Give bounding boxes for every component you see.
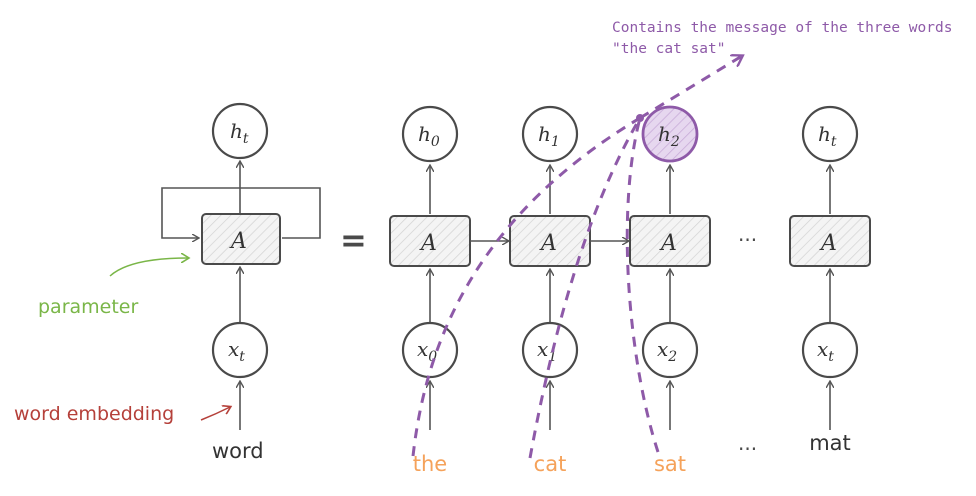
output-label-3: ht — [818, 122, 837, 150]
word-label-2: sat — [654, 452, 686, 476]
input-label-3: xt — [817, 337, 834, 365]
left-input-node — [211, 321, 269, 379]
parameter-label: parameter — [38, 296, 138, 318]
output-label-2: h2 — [658, 122, 680, 150]
input-label-2: x2 — [657, 337, 677, 365]
flow-from-the — [411, 116, 641, 457]
left-word-label: word — [212, 439, 264, 463]
ellipsis-bottom: ··· — [738, 437, 757, 461]
output-label-1: h1 — [538, 122, 560, 150]
annotation-line-1: Contains the message of the three words — [612, 20, 952, 36]
left-input-label: xt — [228, 337, 245, 365]
ellipsis-middle: ··· — [738, 228, 757, 252]
input-label-0: x0 — [417, 337, 437, 365]
output-node-1 — [521, 105, 579, 163]
information-flow — [411, 56, 742, 459]
input-node-3 — [801, 321, 859, 379]
rnn-step-0: h0 Ax0 the — [389, 105, 471, 476]
output-node-2 — [641, 105, 699, 163]
input-label-1: x1 — [537, 337, 557, 365]
flow-to-annotation — [639, 56, 742, 120]
output-label-0: h0 — [418, 122, 440, 150]
output-node-0 — [401, 105, 459, 163]
recurrent-loop-arrow — [161, 187, 321, 238]
word-label-0: the — [413, 452, 447, 476]
cell-label-1: A — [539, 231, 557, 256]
left-output-node — [211, 102, 269, 160]
cell-box-2 — [629, 215, 711, 267]
rnn-step-2: h2 Ax2 sat — [629, 105, 711, 476]
left-rnn-unit: ht A xt word parameter word embedding — [14, 102, 321, 463]
output-node-3 — [801, 105, 859, 163]
input-node-1 — [521, 321, 579, 379]
cell-label-2: A — [659, 231, 677, 256]
cell-label-3: A — [819, 231, 837, 256]
cell-box-3 — [789, 215, 871, 267]
input-node-2 — [641, 321, 699, 379]
parameter-pointer-arrow — [109, 258, 188, 277]
word-label-1: cat — [534, 452, 567, 476]
rnn-step-1: h1 Ax1 cat — [509, 105, 591, 476]
embedding-label: word embedding — [14, 403, 174, 425]
flow-from-sat — [625, 117, 660, 453]
flow-from-cat — [528, 117, 642, 459]
embedding-pointer-arrow — [200, 407, 230, 421]
left-cell-label: A — [229, 229, 247, 254]
unrolled-steps: h0 Ax0 the h1 Ax1 cat h2 Ax2 sat ht Axt mat — [389, 105, 871, 476]
rnn-step-3: ht Axt mat — [789, 105, 871, 455]
cell-label-0: A — [419, 231, 437, 256]
flow-merge-point — [636, 114, 644, 122]
left-output-label: ht — [230, 119, 249, 147]
input-node-0 — [401, 321, 459, 379]
left-cell-box — [201, 213, 281, 265]
word-label-3: mat — [809, 431, 851, 455]
annotation-line-2: "the cat sat" — [612, 41, 726, 57]
equals-sign: = — [340, 221, 367, 259]
